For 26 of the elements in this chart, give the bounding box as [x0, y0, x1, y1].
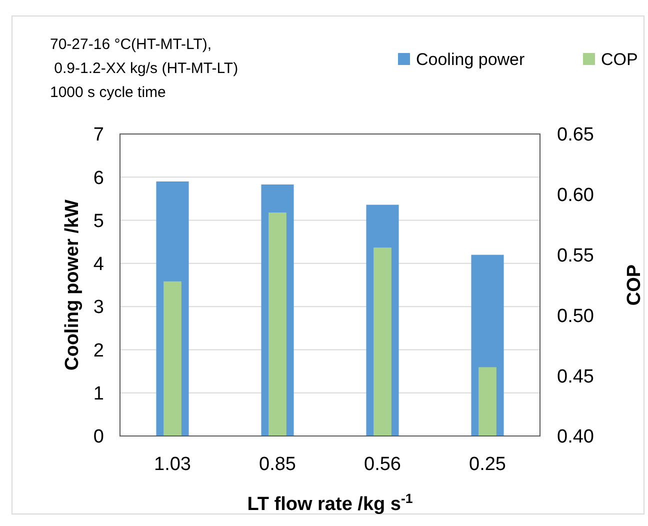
y-tick-label: 5 — [93, 210, 104, 232]
y-tick-label: 1 — [93, 384, 104, 405]
legend-label: COP — [601, 50, 638, 69]
y2-tick-label: 0.55 — [557, 245, 594, 266]
y2-axis-title: COP — [624, 264, 645, 306]
y2-tick-label: 0.40 — [557, 426, 594, 448]
y-tick-label: 7 — [93, 124, 104, 146]
y2-tick-label: 0.50 — [557, 306, 594, 327]
legend-label: Cooling power — [416, 50, 526, 69]
y-tick-label: 6 — [93, 168, 104, 189]
y-tick-label: 3 — [93, 297, 104, 318]
y-tick-label: 2 — [93, 340, 104, 362]
text: 70-27-16 °C(HT-MT-LT), — [50, 36, 212, 53]
x-tick-label: 0.56 — [364, 454, 401, 475]
x-tick-label: 1.03 — [154, 454, 191, 475]
y2-tick-label: 0.45 — [557, 366, 594, 388]
x-tick-label: 0.85 — [259, 454, 296, 475]
text: 1000 s cycle time — [50, 84, 166, 101]
x-tick-label: 0.25 — [469, 454, 506, 475]
text: 0.9-1.2-XX kg/s (HT-MT-LT) — [50, 60, 238, 77]
y-tick-label: 4 — [93, 254, 104, 276]
x-axis-title: LT flow rate /kg s$^{-1}$ — [247, 490, 414, 515]
y-tick-label: 0 — [93, 426, 104, 448]
y2-tick-label: 0.65 — [557, 124, 594, 146]
y2-tick-label: 0.60 — [557, 185, 594, 206]
y-axis-title: Cooling power /kW — [62, 199, 83, 370]
